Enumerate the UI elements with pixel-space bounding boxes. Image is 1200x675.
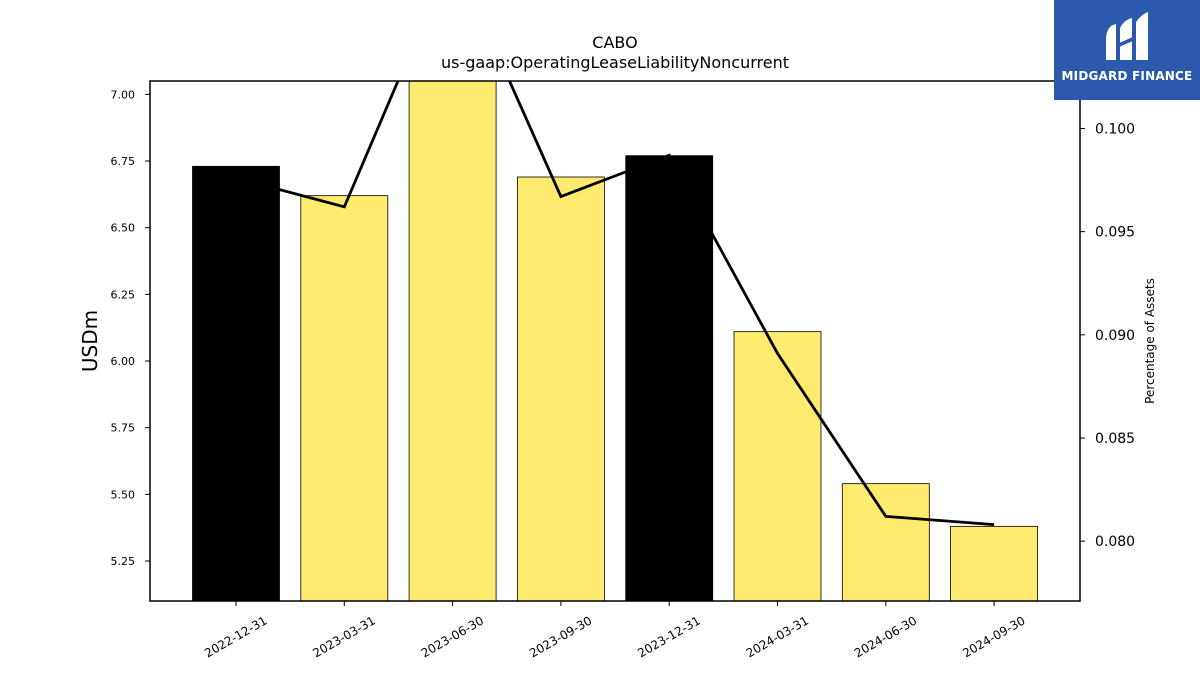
bar (950, 525, 1038, 601)
y-axis-label: USDm (78, 310, 102, 372)
x-tick-label: 2024-09-30 (960, 613, 1027, 660)
x-tick-label: 2024-06-30 (852, 613, 919, 660)
line-series (235, 81, 995, 527)
y-right-tick-label: 0.095 (1095, 225, 1135, 241)
bar (733, 331, 822, 601)
x-tick-label: 2023-12-31 (635, 613, 702, 660)
x-tick-label: 2022-12-31 (202, 613, 269, 660)
y-right-tick-label: 0.100 (1095, 121, 1135, 137)
series-line (235, 81, 995, 527)
bar (625, 155, 714, 601)
logo-text: MIDGARD FINANCE (1061, 69, 1193, 83)
bar (300, 195, 389, 601)
y-tick-label: 7.00 (111, 88, 136, 101)
plot-frame (149, 80, 1081, 602)
bar (517, 176, 605, 601)
y-right-tick-label: 0.080 (1095, 534, 1135, 550)
y-tick-label: 6.50 (111, 222, 136, 235)
y-tick-label: 5.75 (111, 422, 136, 435)
x-tick-label: 2024-03-31 (744, 613, 811, 660)
bar (192, 165, 280, 601)
x-tick-label: 2023-06-30 (419, 613, 486, 660)
y-right-tick-label: 0.090 (1095, 328, 1135, 344)
y-right-tick-label: 0.085 (1095, 431, 1135, 447)
y-tick-label: 5.50 (111, 488, 136, 501)
y-tick-label: 6.25 (111, 288, 136, 301)
right-axis: 0.080 0.085 0.090 0.095 0.100 (1080, 121, 1135, 550)
brand-logo: MIDGARD FINANCE (1054, 0, 1200, 100)
y-axis-right-label: Percentage of Assets (1143, 278, 1157, 404)
left-axis: 5.25 5.50 5.75 6.00 6.25 6.50 6.75 7.00 (111, 88, 150, 568)
bar (841, 483, 930, 601)
x-axis: 2022-12-31 2023-03-31 2023-06-30 2023-09-30… (202, 601, 1028, 660)
y-tick-label: 6.75 (111, 155, 136, 168)
logo-mark-icon (1106, 12, 1148, 60)
chart-subtitle: us-gaap:OperatingLeaseLiabilityNoncurren… (441, 53, 789, 72)
chart-title: CABO (592, 33, 637, 52)
bar (408, 81, 497, 601)
x-tick-label: 2023-03-31 (310, 613, 377, 660)
y-tick-label: 6.00 (111, 355, 136, 368)
y-tick-label: 5.25 (111, 555, 136, 568)
bar-series (192, 81, 1038, 601)
x-tick-label: 2023-09-30 (527, 613, 594, 660)
